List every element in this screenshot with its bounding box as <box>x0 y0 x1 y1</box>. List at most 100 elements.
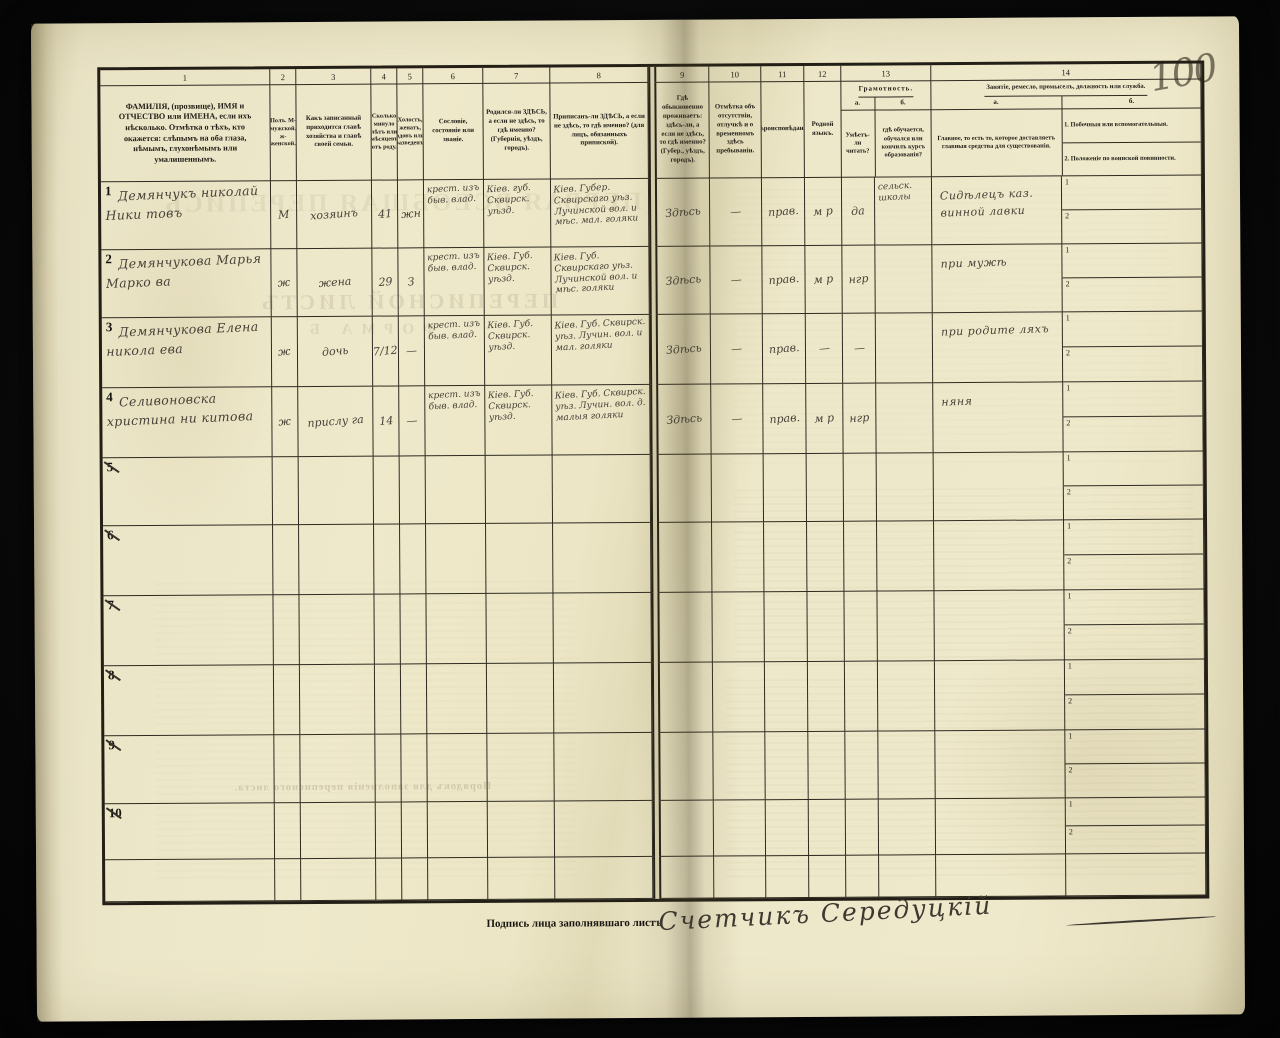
name-entry: Селивоновска христина ни китова <box>106 390 254 429</box>
row-number: 9 <box>108 737 115 753</box>
col-num-14: 14 <box>931 63 1202 82</box>
cell-absence <box>711 454 765 523</box>
cell-occupation: при мужѣ <box>932 244 1063 314</box>
cell-language: м р <box>805 245 843 314</box>
cell-registered <box>554 732 653 802</box>
cell-sex: М <box>270 181 298 250</box>
cell-age <box>375 734 402 803</box>
cell-side-occupation: 1 2 <box>1061 175 1203 245</box>
cell-relation <box>298 456 375 526</box>
col-num-2: 2 <box>270 69 297 86</box>
cell-estate: крест. изъ быв. влад. <box>423 179 485 249</box>
name-entry: Демянчукова Елена никола ева <box>106 318 259 359</box>
cell-relation: хозяинъ <box>296 180 373 250</box>
cell-language: — <box>805 313 844 384</box>
cell-birthplace <box>486 663 555 734</box>
header-relation: Какъ записанный приходится главѣ хозяйст… <box>296 84 372 182</box>
cell-birthplace <box>485 455 554 524</box>
cell-language: м р <box>806 383 844 454</box>
cell-education <box>876 383 934 454</box>
cell-absence <box>712 662 766 733</box>
cell-age <box>374 664 402 735</box>
cell-name: 1 Демянчукъ николай Ники товъ <box>100 181 272 251</box>
col-num-12: 12 <box>804 65 842 82</box>
cell-literacy <box>845 731 879 800</box>
cell-residence <box>660 732 714 801</box>
cell-education <box>875 245 933 314</box>
cell-occupation: няня <box>933 382 1064 454</box>
cell-sex: ж <box>272 387 299 458</box>
name-entry: Демянчукова Марья Марко ва <box>105 250 262 291</box>
row-number: 8 <box>107 667 115 683</box>
cell-marital <box>399 456 427 525</box>
cell-registered <box>554 800 654 858</box>
cell-age: 29 <box>372 248 399 317</box>
row-number: 6 <box>107 527 114 543</box>
cell-absence <box>713 732 766 801</box>
cell-estate: крест. изъ быв. влад. <box>425 385 486 457</box>
cell-residence <box>659 592 713 663</box>
cell-literacy <box>844 591 878 662</box>
row-number: 10 <box>108 805 122 821</box>
cell-religion <box>764 661 809 733</box>
cell-language <box>807 591 845 662</box>
table-row: 10 1 2 <box>104 797 1207 861</box>
cell-sex: ж <box>271 249 298 318</box>
name-entry <box>103 525 272 532</box>
name-entry <box>103 457 272 464</box>
row-number: 4 <box>106 389 113 405</box>
cell-birthplace: Кіев. Губ. Сквирск. уѣзд. <box>484 315 553 386</box>
cell-registered <box>552 454 652 524</box>
cell-age: 41 <box>371 180 399 249</box>
cell-relation: прислу га <box>298 386 374 458</box>
signature-flourish <box>1066 915 1217 927</box>
col-num-3: 3 <box>296 68 372 86</box>
cell-residence: Здѣсь <box>656 178 711 247</box>
name-entry <box>103 595 272 602</box>
header-language: Родной языкъ. <box>804 81 842 178</box>
cell-marital <box>401 802 429 859</box>
cell-religion: прав. <box>762 245 806 315</box>
cell-education <box>877 591 935 662</box>
page-fold <box>648 66 657 83</box>
header-absence: Отмѣтка объ отсутствіи, отлучкѣ и о врем… <box>709 82 762 179</box>
table-row: 2 Демянчукова Марья Марко ва ж жена 29 З… <box>101 243 1203 319</box>
cell-registered <box>553 522 652 594</box>
cell-absence: — <box>711 384 764 455</box>
cell-literacy: — <box>842 313 877 384</box>
cell-religion <box>765 799 810 857</box>
cell-side-occupation: 1 2 <box>1062 311 1204 383</box>
cell-name: 8 <box>103 665 275 737</box>
cell-education: сельск. школы <box>874 177 933 246</box>
cell-registered: Кіев. Губ. Сквирскаго уѣз. Лучинской вол… <box>551 246 650 316</box>
table-row: 6 1 2 <box>103 519 1205 597</box>
row-number: 2 <box>105 251 112 267</box>
cell-relation <box>300 734 376 804</box>
cell-literacy: нгр <box>843 383 877 454</box>
cell-residence <box>660 800 715 857</box>
cell-name: 7 <box>103 595 274 667</box>
cell-religion <box>764 591 808 663</box>
name-entry <box>104 665 273 672</box>
cell-religion: прав. <box>762 313 807 385</box>
col-num-1: 1 <box>100 69 271 87</box>
cell-birthplace <box>486 523 554 594</box>
cell-age <box>374 524 401 595</box>
cell-language: м р <box>804 177 843 246</box>
cell-estate <box>427 733 488 803</box>
header-estate: Сословіе, состояніе или званіе. <box>423 83 484 181</box>
census-sheet: ПЕРВАЯ ВСЕОБЩАЯ ПЕРЕПИСЬ ПЕРЕПИСНОЙ ЛИСТ… <box>30 16 1246 1022</box>
row-number: 7 <box>107 597 115 613</box>
cell-marital <box>401 734 428 803</box>
cell-sex <box>273 595 300 666</box>
cell-estate <box>427 801 489 859</box>
cell-education <box>877 661 936 732</box>
cell-education <box>878 799 937 856</box>
cell-registered: Кіев. Губер. Сквирскаго уѣз. Лучинской в… <box>550 178 650 248</box>
col-num-10: 10 <box>709 66 762 83</box>
cell-marital: жн <box>397 180 425 249</box>
cell-age: 14 <box>373 386 400 457</box>
cell-literacy: да <box>841 177 876 246</box>
census-table: 1 2 3 4 5 6 7 8 9 10 11 12 13 14 ФАМИЛІЯ… <box>97 60 1210 906</box>
